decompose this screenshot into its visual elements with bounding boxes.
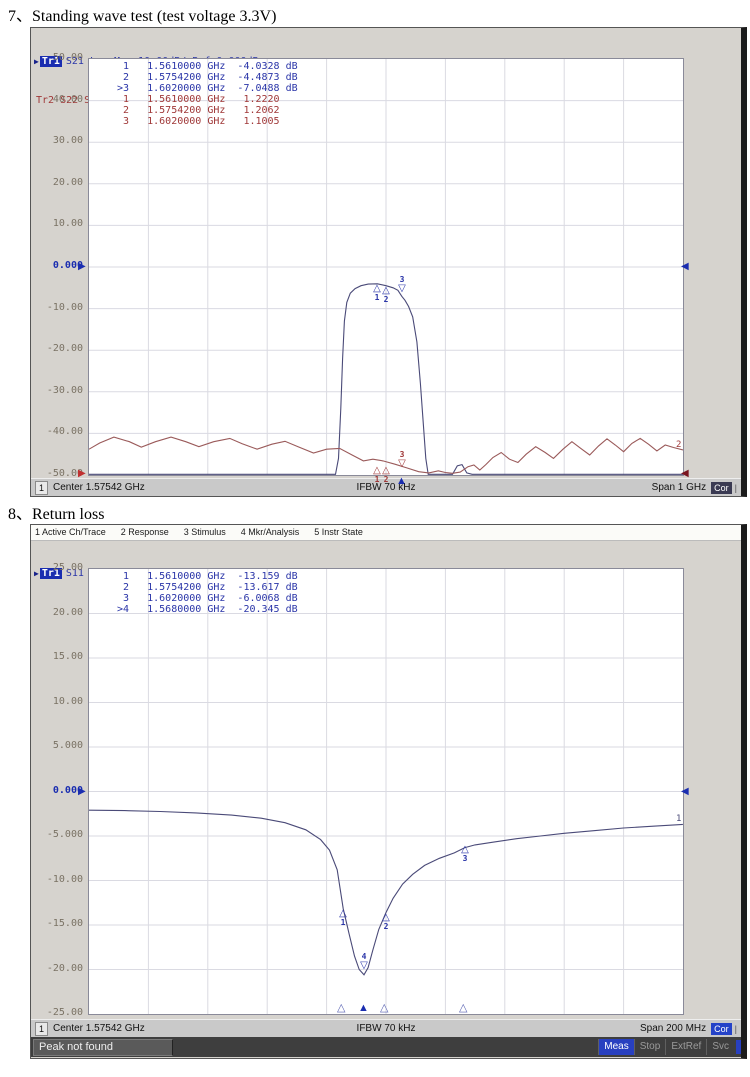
y-axis-tick: -40.00: [46, 426, 83, 437]
correction-badge: Cor: [711, 481, 732, 494]
marker-table-row: 2 1.5754200 GHz 1.2062: [111, 105, 280, 116]
marker-table-row: 3 1.6020000 GHz -6.0068 dB: [111, 593, 298, 604]
ref-level-right-icon: ◀: [681, 261, 689, 272]
center-frequency-label: Center 1.57542 GHz: [53, 482, 145, 493]
trace2-badge: Tr2: [36, 95, 55, 106]
plot-area-s11: 1 1.5610000 GHz -13.159 dB 2 1.5754200 G…: [78, 568, 689, 1015]
y-axis-tick: -10.00: [46, 874, 83, 885]
y-axis-tick: 40.00: [52, 94, 83, 105]
ifbw-label: IFBW 70 kHz: [356, 482, 416, 493]
ref-level-right-icon: ◀: [681, 468, 689, 479]
marker-3-icon: △ 3: [461, 844, 469, 864]
bar-tick: |: [734, 1023, 737, 1034]
vna-screenshot-s11: 1 Active Ch/Trace 2 Response 3 Stimulus 4 M…: [30, 524, 747, 1059]
marker-3-active-icon: 3 ▽: [398, 275, 406, 294]
marker-table-row: 3 1.6020000 GHz 1.1005: [111, 116, 280, 127]
ifbw-label: IFBW 70 kHz: [356, 1023, 416, 1034]
marker-2-icon: △ 2: [382, 465, 390, 485]
status-item-extref[interactable]: ExtRef: [665, 1039, 706, 1055]
marker-table-row: >3 1.6020000 GHz -7.0488 dB: [111, 83, 298, 94]
y-axis-tick: 0.000: [52, 260, 83, 271]
plot-canvas: [89, 59, 683, 475]
span-label: Span 1 GHz: [651, 482, 707, 493]
y-axis-tick: 15.00: [52, 651, 83, 662]
axis-marker-outline-icon: △: [337, 1002, 346, 1014]
menu-item-response[interactable]: 2 Response: [120, 527, 169, 537]
section-heading-standing-wave: 7、Standing wave test (test voltage 3.3V): [8, 8, 277, 25]
y-axis-tick: -25.00: [46, 1007, 83, 1018]
active-trace-arrow-icon: ▶: [34, 57, 39, 66]
status-item-stop[interactable]: Stop: [633, 1039, 666, 1055]
y-axis-tick: 10.00: [52, 696, 83, 707]
status-edge-sliver: [736, 1040, 741, 1054]
y-axis-tick: 50.00: [52, 52, 83, 63]
ref-level-right-icon: ◀: [681, 786, 689, 797]
section-heading-return-loss: 8、Return loss: [8, 506, 105, 523]
trace1-badge: Tr1: [39, 56, 62, 67]
y-axis-tick: -50.00: [46, 468, 83, 479]
marker-table: 1 1.5610000 GHz -13.159 dB 2 1.5754200 G…: [111, 571, 298, 615]
y-axis-labels: 25.00 20.00 15.00 10.00 5.000 0.000 -5.000 -10.…: [31, 562, 86, 1018]
menu-item-instr-state[interactable]: 5 Instr State: [314, 527, 363, 537]
active-trace-arrow-icon: ▶: [34, 569, 39, 578]
marker-table-row: 1 1.5610000 GHz 1.2220: [111, 94, 280, 105]
menu-item-active-ch-trace[interactable]: 1 Active Ch/Trace: [35, 527, 106, 537]
status-item-svc[interactable]: Svc: [706, 1039, 734, 1055]
status-bar: Peak not found Meas Stop ExtRef Svc: [31, 1037, 741, 1057]
ref-level-left-icon: ▶: [78, 261, 86, 272]
y-axis-tick: -10.00: [46, 302, 83, 313]
marker-4-active-icon: 4 ▽: [360, 952, 368, 971]
status-item-meas[interactable]: Meas: [598, 1039, 634, 1055]
marker-3-active-icon: 3 ▽: [398, 450, 406, 469]
trace-number-label: 1: [676, 814, 682, 824]
y-axis-tick: -20.00: [46, 343, 83, 354]
marker-1-icon: △ 1: [373, 465, 381, 485]
axis-marker-solid-icon: ▲: [358, 1002, 369, 1014]
marker-table-row: 2 1.5754200 GHz -13.617 dB: [111, 582, 298, 593]
y-axis-tick: 0.000: [52, 785, 83, 796]
y-axis-tick: -20.00: [46, 963, 83, 974]
ref-level-left-icon: ▶: [78, 786, 86, 797]
marker-table-row: 1 1.5610000 GHz -4.0328 dB: [111, 61, 298, 72]
menu-item-mkr-analysis[interactable]: 4 Mkr/Analysis: [240, 527, 300, 537]
marker-table-row: 2 1.5754200 GHz -4.4873 dB: [111, 72, 298, 83]
marker-2-icon: △ 2: [382, 285, 390, 305]
marker-2-icon: △ 2: [382, 912, 390, 932]
marker-table: 1 1.5610000 GHz -4.0328 dB 2 1.5754200 G…: [111, 61, 298, 127]
y-axis-labels: 50.00 40.00 30.00 20.00 10.00 0.000 -10.00 -20.…: [31, 52, 86, 479]
stimulus-bar: 1 Center 1.57542 GHz IFBW 70 kHz Span 1 …: [31, 478, 741, 496]
ref-level-left-icon: ▶: [78, 468, 86, 479]
menu-item-stimulus[interactable]: 3 Stimulus: [183, 527, 226, 537]
y-axis-tick: 20.00: [52, 177, 83, 188]
marker-1-icon: △ 1: [339, 908, 347, 928]
channel-number-box: 1: [35, 1021, 48, 1036]
y-axis-tick: 10.00: [52, 218, 83, 229]
y-axis-tick: 20.00: [52, 607, 83, 618]
center-frequency-label: Center 1.57542 GHz: [53, 1023, 145, 1034]
plot-canvas: [89, 569, 683, 1014]
trace-number-label: 2: [676, 440, 682, 450]
stimulus-bar: 1 Center 1.57542 GHz IFBW 70 kHz Span 20…: [31, 1019, 741, 1037]
y-axis-tick: -15.00: [46, 918, 83, 929]
channel-number-box: 1: [35, 480, 48, 495]
marker-1-icon: △ 1: [373, 283, 381, 303]
span-label: Span 200 MHz: [639, 1023, 707, 1034]
bar-tick: |: [734, 482, 737, 493]
plot-area-s21-swr: 1 1.5610000 GHz -4.0328 dB 2 1.5754200 G…: [78, 58, 689, 487]
axis-marker-outline-icon: △: [380, 1002, 389, 1014]
y-axis-tick: -30.00: [46, 385, 83, 396]
axis-marker-outline-icon: △: [459, 1002, 468, 1014]
axis-marker-solid-icon: ▲: [396, 475, 407, 487]
y-axis-tick: 30.00: [52, 135, 83, 146]
correction-badge: Cor: [711, 1022, 732, 1035]
marker-table-row: >4 1.5680000 GHz -20.345 dB: [111, 604, 298, 615]
status-message: Peak not found: [33, 1038, 173, 1056]
marker-table-row: 1 1.5610000 GHz -13.159 dB: [111, 571, 298, 582]
y-axis-tick: -5.000: [46, 829, 83, 840]
y-axis-tick: 25.00: [52, 562, 83, 573]
y-axis-tick: 5.000: [52, 740, 83, 751]
trace1-badge: Tr1: [39, 568, 62, 579]
menu-bar: 1 Active Ch/Trace 2 Response 3 Stimulus 4 M…: [31, 525, 741, 541]
